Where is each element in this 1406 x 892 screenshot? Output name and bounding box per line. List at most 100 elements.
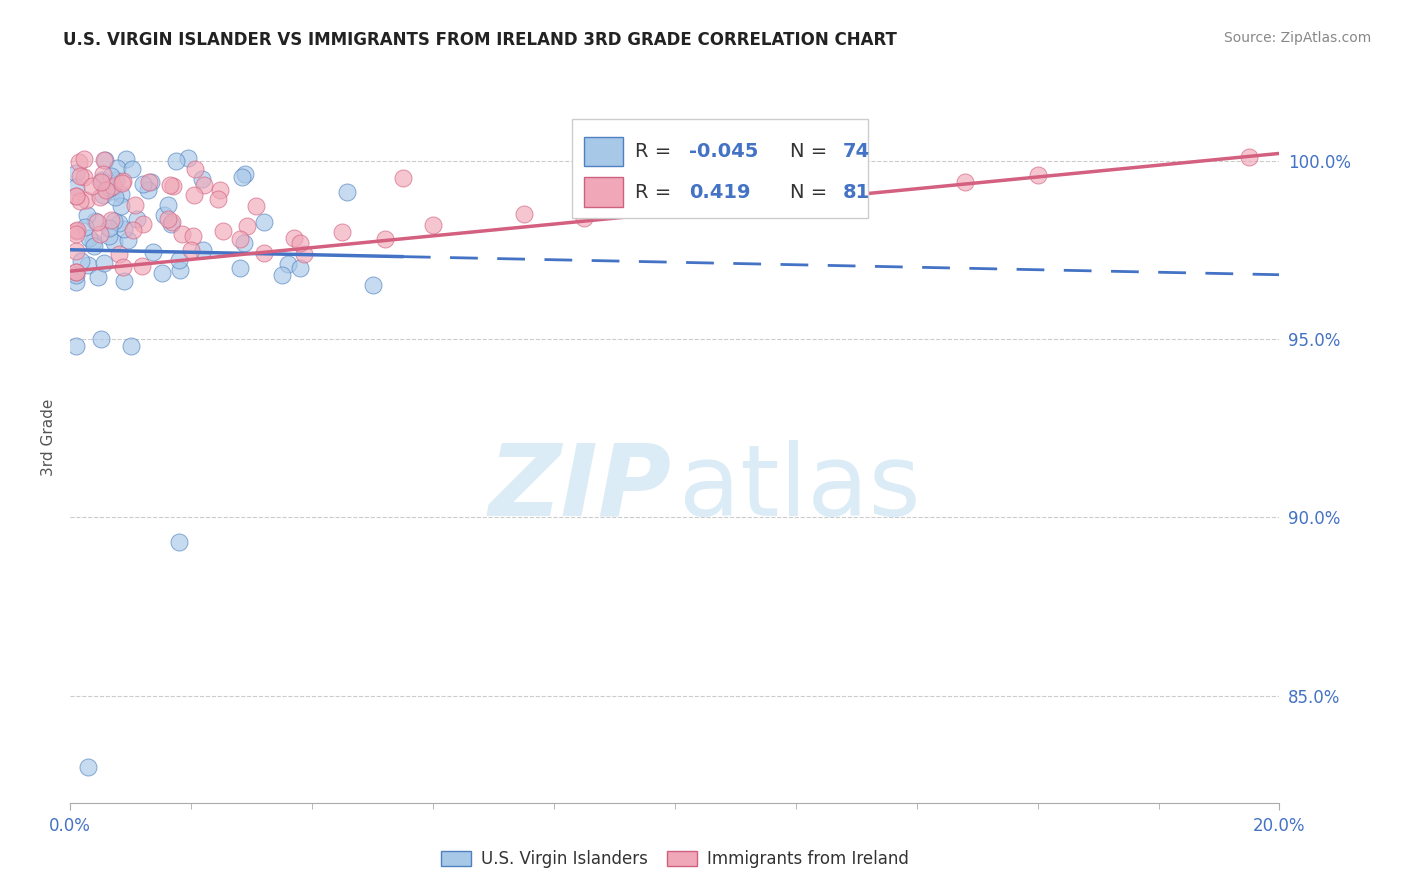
Point [136, 183, 159, 197]
Point [111, 174, 134, 188]
Point [65, 166, 87, 180]
Point [98, 220, 121, 235]
Point [1239, 150, 1261, 164]
Point [422, 218, 444, 232]
Point [122, 223, 145, 237]
Point [183, 187, 205, 202]
Y-axis label: 3rd Grade: 3rd Grade [41, 399, 56, 475]
Point [139, 175, 162, 189]
Point [98, 181, 121, 195]
Point [167, 253, 190, 268]
Point [953, 175, 976, 189]
Point [277, 257, 299, 271]
Point [374, 232, 396, 246]
Point [105, 161, 128, 175]
Point [231, 170, 253, 185]
Point [191, 172, 214, 186]
Bar [585, 137, 623, 167]
Point [283, 231, 305, 245]
Point [235, 219, 257, 234]
Point [100, 212, 122, 227]
Point [65, 265, 87, 279]
Point [166, 154, 188, 169]
Point [845, 182, 868, 196]
Point [112, 221, 135, 235]
Point [73, 169, 96, 184]
Point [233, 167, 256, 181]
Point [159, 178, 181, 192]
Point [105, 172, 128, 186]
Point [86, 214, 108, 228]
Point [84, 214, 107, 228]
Text: 0.419: 0.419 [689, 183, 751, 202]
Point [270, 268, 294, 282]
Point [754, 189, 776, 203]
Point [104, 190, 127, 204]
Point [142, 244, 165, 259]
Point [90, 175, 112, 189]
Point [288, 235, 311, 250]
Point [112, 274, 135, 288]
Point [89, 227, 111, 242]
Point [180, 243, 202, 257]
Point [132, 217, 155, 231]
Point [76, 208, 98, 222]
Point [77, 760, 100, 774]
Point [574, 211, 596, 225]
Point [65, 227, 87, 242]
Point [65, 265, 87, 279]
Point [69, 194, 91, 208]
Point [65, 224, 87, 238]
Point [193, 243, 215, 257]
Point [65, 339, 87, 353]
Text: -0.045: -0.045 [689, 143, 759, 161]
Text: R =: R = [636, 143, 678, 161]
Point [207, 192, 229, 206]
Point [169, 263, 191, 277]
Point [124, 198, 146, 212]
Legend: U.S. Virgin Islanders, Immigrants from Ireland: U.S. Virgin Islanders, Immigrants from I… [434, 844, 915, 875]
Point [89, 190, 111, 204]
Text: N =: N = [790, 143, 834, 161]
Point [228, 260, 250, 275]
Point [111, 260, 134, 274]
Text: R =: R = [636, 183, 678, 202]
Point [65, 179, 87, 194]
Point [110, 199, 132, 213]
Point [75, 193, 97, 207]
Point [67, 154, 90, 169]
Point [93, 188, 115, 202]
Point [193, 178, 215, 193]
Point [184, 161, 207, 176]
Point [83, 239, 105, 253]
Point [97, 229, 120, 244]
Point [90, 332, 111, 346]
Point [208, 183, 231, 197]
Point [212, 224, 235, 238]
Point [121, 162, 143, 177]
Point [115, 152, 138, 166]
Point [65, 268, 87, 282]
Point [108, 216, 131, 230]
Point [69, 169, 91, 184]
Point [160, 215, 183, 229]
Point [233, 236, 256, 251]
Point [100, 169, 122, 184]
Point [76, 258, 98, 272]
Point [361, 278, 384, 293]
Point [82, 235, 104, 250]
Point [65, 189, 87, 203]
Point [101, 178, 124, 193]
Bar [585, 178, 623, 207]
Point [103, 213, 125, 227]
Point [93, 153, 115, 167]
Point [69, 253, 91, 268]
Point [332, 225, 354, 239]
Point [94, 153, 117, 168]
Point [86, 269, 108, 284]
Point [253, 215, 276, 229]
Point [633, 200, 655, 214]
Point [167, 535, 190, 549]
Point [79, 231, 101, 245]
Point [120, 339, 142, 353]
